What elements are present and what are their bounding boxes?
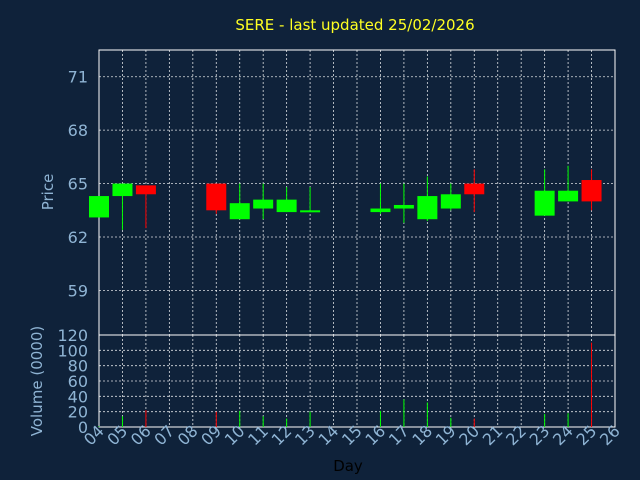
candle-body	[370, 208, 391, 213]
candle-body	[464, 183, 485, 195]
candle-body	[135, 185, 156, 195]
volume-tick-label: 40	[68, 387, 88, 406]
candle-body	[112, 183, 133, 197]
volume-tick-label: 0	[78, 418, 88, 437]
volume-tick-label: 80	[68, 357, 88, 376]
price-grid	[99, 50, 615, 335]
candle-body	[206, 183, 227, 211]
volume-tick-label: 120	[57, 326, 88, 345]
volume-axis-label: Volume (0000)	[28, 326, 46, 436]
price-tick-label: 71	[68, 68, 88, 87]
price-y-ticks: 59 62 65 68 71	[68, 68, 88, 301]
candle-body	[276, 199, 297, 213]
volume-tick-label: 20	[68, 403, 88, 422]
candle-body	[558, 190, 579, 202]
volume-tick-label: 60	[68, 372, 88, 391]
volume-tick-label: 100	[57, 341, 88, 360]
volume-bars	[98, 342, 593, 427]
candle-body	[581, 180, 602, 202]
candle-body	[417, 196, 438, 220]
x-tick-label: 26	[596, 421, 624, 449]
x-axis-label: Day	[333, 457, 363, 475]
candle-body	[534, 190, 555, 216]
candle-body	[89, 196, 109, 218]
price-tick-label: 59	[68, 281, 88, 300]
candle-body	[253, 199, 274, 209]
candle-body	[300, 210, 321, 213]
chart-title: SERE - last updated 25/02/2026	[235, 16, 474, 34]
candle-body	[229, 203, 250, 220]
price-tick-label: 68	[68, 121, 88, 140]
candles	[89, 165, 602, 230]
x-ticks: 0405060708091011121314151617181920212223…	[80, 421, 624, 449]
price-tick-label: 62	[68, 228, 88, 247]
price-tick-label: 65	[68, 175, 88, 194]
volume-grid	[99, 335, 615, 427]
candle-body	[393, 204, 414, 209]
price-axis-label: Price	[39, 174, 57, 211]
candle-body	[440, 194, 461, 209]
volume-panel-frame	[98, 334, 616, 428]
